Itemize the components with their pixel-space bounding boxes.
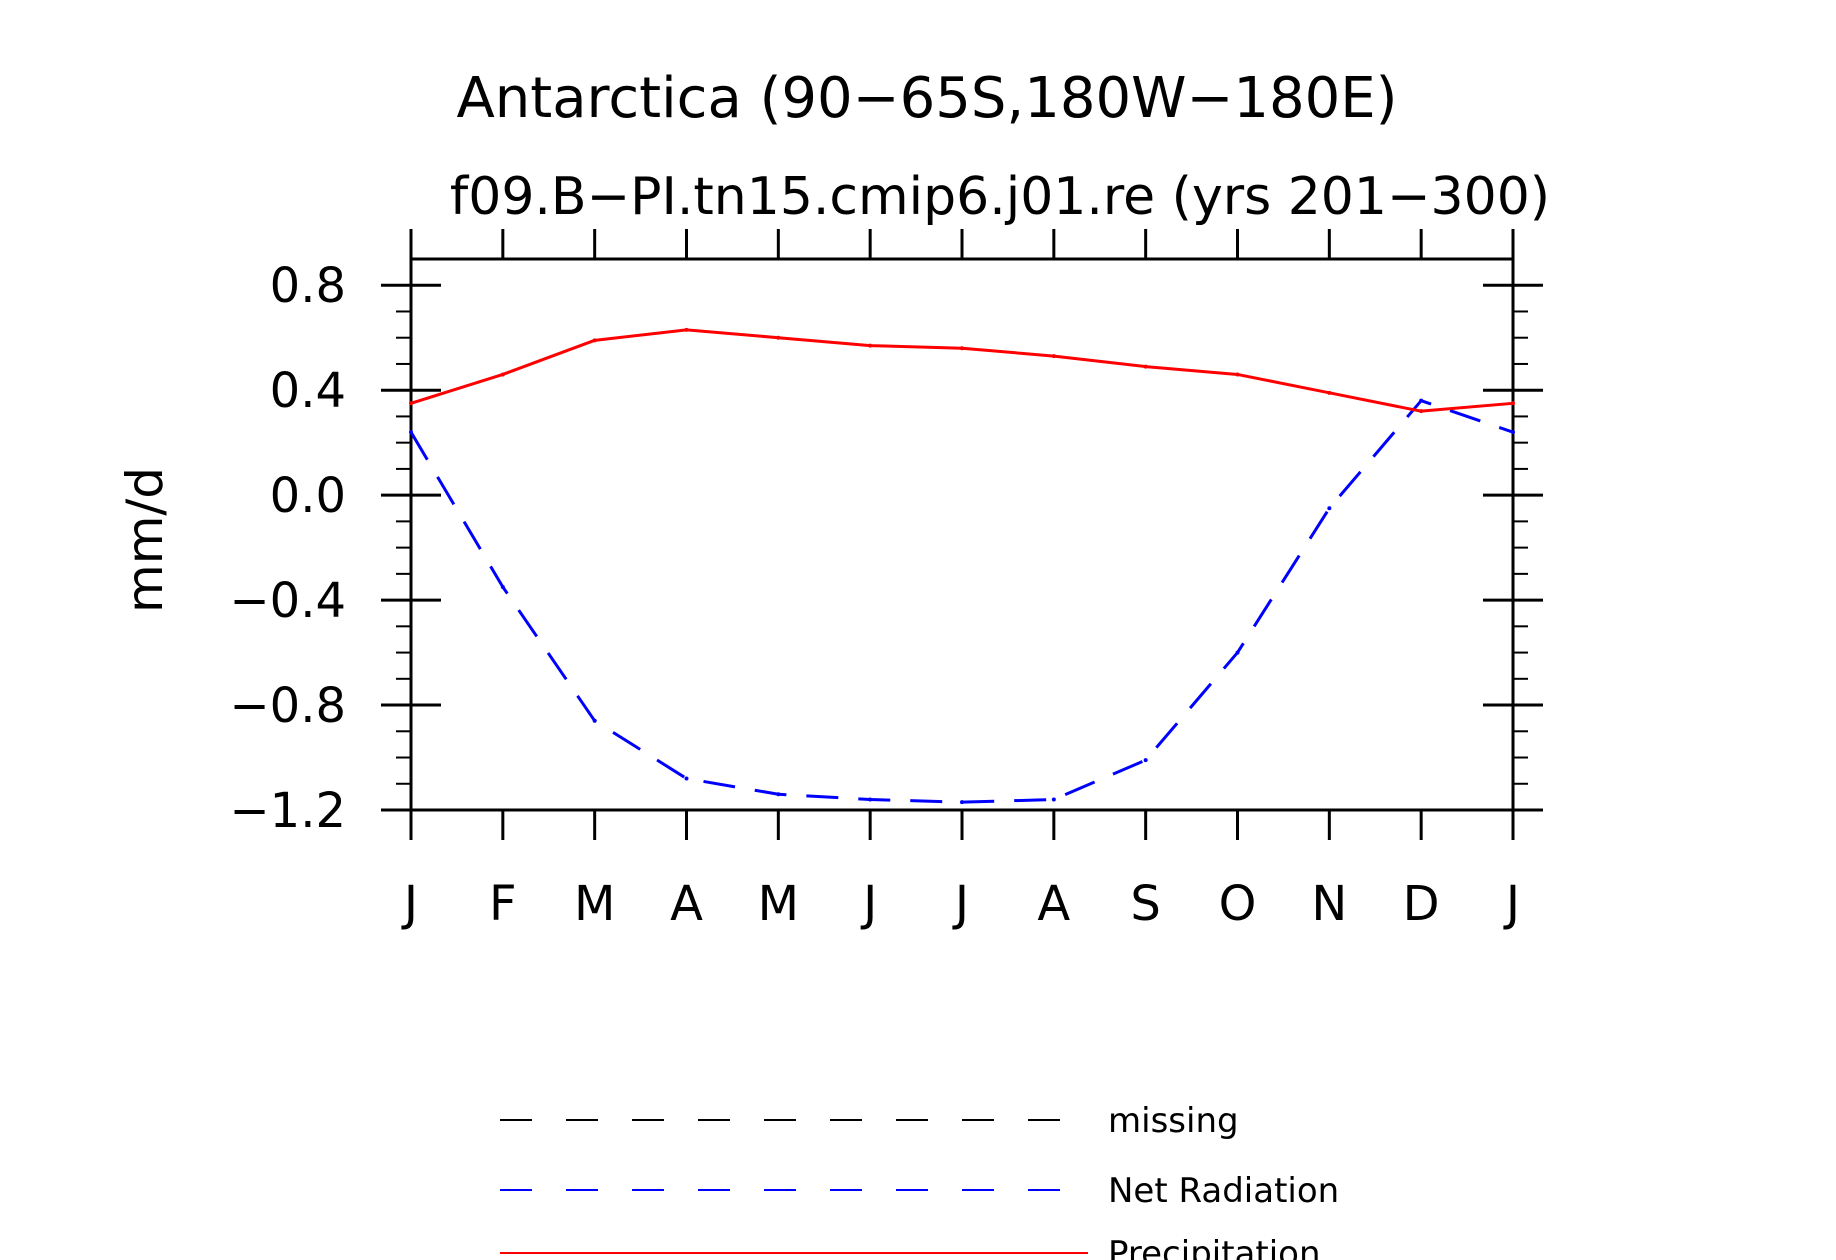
data-point-precipitation xyxy=(1235,372,1240,377)
data-point-net-radiation xyxy=(1419,398,1424,403)
data-point-net-radiation xyxy=(1051,797,1056,802)
x-tick-label: J xyxy=(1503,876,1520,932)
y-tick-label: −0.8 xyxy=(229,678,346,734)
data-point-net-radiation xyxy=(1143,758,1148,763)
x-tick-label: J xyxy=(401,876,418,932)
data-point-net-radiation xyxy=(1327,506,1332,511)
data-point-net-radiation xyxy=(1235,650,1240,655)
x-tick-label: F xyxy=(489,876,517,932)
legend-label-missing: missing xyxy=(1108,1101,1239,1141)
y-tick-label: 0.0 xyxy=(270,468,346,524)
chart-subtitle: f09.B−PI.tn15.cmip6.j01.re (yrs 201−300) xyxy=(450,167,1550,227)
legend-label-precipitation: Precipitation xyxy=(1108,1234,1321,1260)
data-point-precipitation xyxy=(1419,409,1424,414)
data-point-precipitation xyxy=(684,327,689,332)
data-point-precipitation xyxy=(500,372,505,377)
x-tick-label: A xyxy=(1037,876,1070,932)
x-tick-label: M xyxy=(574,876,615,932)
series-line-precipitation xyxy=(410,328,1514,413)
data-point-precipitation xyxy=(960,346,964,351)
x-tick-label: A xyxy=(670,876,703,932)
x-tick-label: D xyxy=(1403,876,1440,932)
data-point-precipitation xyxy=(592,338,597,343)
x-tick-label: O xyxy=(1219,876,1257,932)
y-axis-label: mm/d xyxy=(116,467,174,613)
series-line-net-radiation xyxy=(409,399,1514,804)
data-point-net-radiation xyxy=(500,584,505,589)
data-point-precipitation xyxy=(409,401,413,406)
data-point-precipitation xyxy=(1327,390,1332,395)
y-tick-label: −0.4 xyxy=(229,573,346,629)
data-point-net-radiation xyxy=(409,430,413,435)
legend-label-net-radiation: Net Radiation xyxy=(1108,1171,1339,1211)
x-tick-label: N xyxy=(1311,876,1347,932)
data-point-precipitation xyxy=(1051,354,1056,359)
y-tick-label: 0.8 xyxy=(270,258,346,314)
plot-area: J F M A M J J A S O N D J0.80.40.0−0.4−0.8−1.2 xyxy=(229,229,1543,932)
x-tick-label: J xyxy=(952,876,969,932)
legend: missing Net Radiation Precipitation xyxy=(500,1101,1339,1260)
data-point-precipitation xyxy=(868,343,873,348)
x-tick-label: S xyxy=(1130,876,1160,932)
data-point-net-radiation xyxy=(592,718,597,723)
x-tick-label: M xyxy=(758,876,799,932)
data-point-precipitation xyxy=(1143,364,1148,369)
data-point-net-radiation xyxy=(776,792,781,797)
data-point-net-radiation xyxy=(868,797,873,802)
chart-title: Antarctica (90−65S,180W−180E) xyxy=(456,66,1397,131)
data-point-net-radiation xyxy=(1511,430,1515,435)
y-tick-label: 0.4 xyxy=(270,363,346,419)
data-point-precipitation xyxy=(776,335,781,340)
plot-frame xyxy=(409,257,1515,812)
x-tick-label: J xyxy=(860,876,877,932)
y-tick-label: −1.2 xyxy=(229,783,346,839)
data-point-net-radiation xyxy=(960,800,964,805)
data-point-net-radiation xyxy=(684,776,689,781)
data-point-precipitation xyxy=(1511,401,1515,406)
